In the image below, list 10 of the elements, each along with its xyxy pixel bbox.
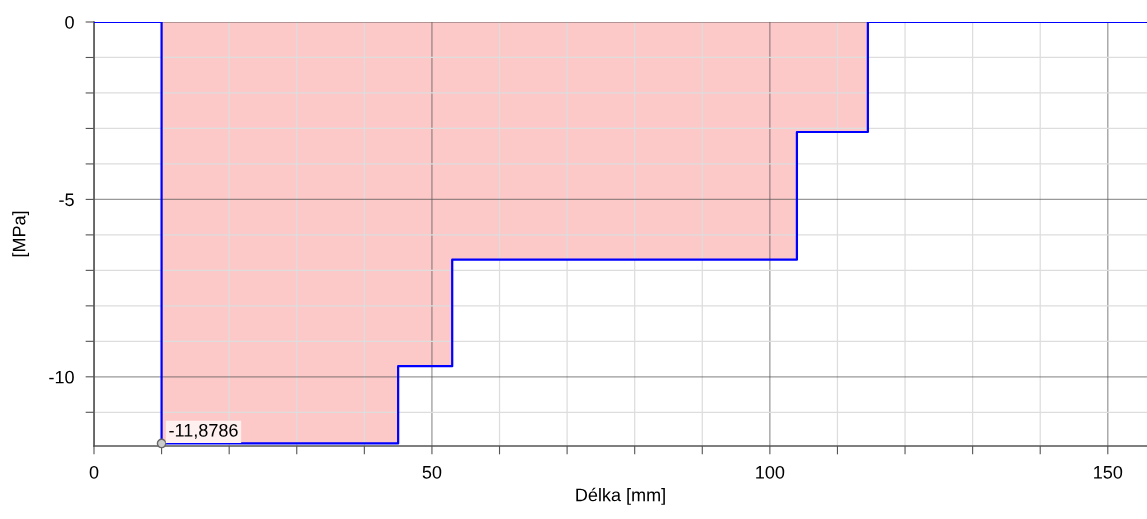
x-tick-label: 0	[89, 465, 99, 479]
x-tick-label: 50	[422, 465, 442, 479]
y-tick-label: -5	[59, 193, 74, 207]
x-axis-title: Délka [mm]	[576, 487, 665, 505]
x-tick-label: 150	[1094, 465, 1123, 479]
x-tick-label: 100	[756, 465, 785, 479]
y-axis-title: [MPa]	[12, 211, 30, 257]
y-tick-label: 0	[65, 15, 74, 29]
y-tick-label: -10	[49, 370, 74, 384]
annotation: -11,8786	[169, 423, 238, 439]
